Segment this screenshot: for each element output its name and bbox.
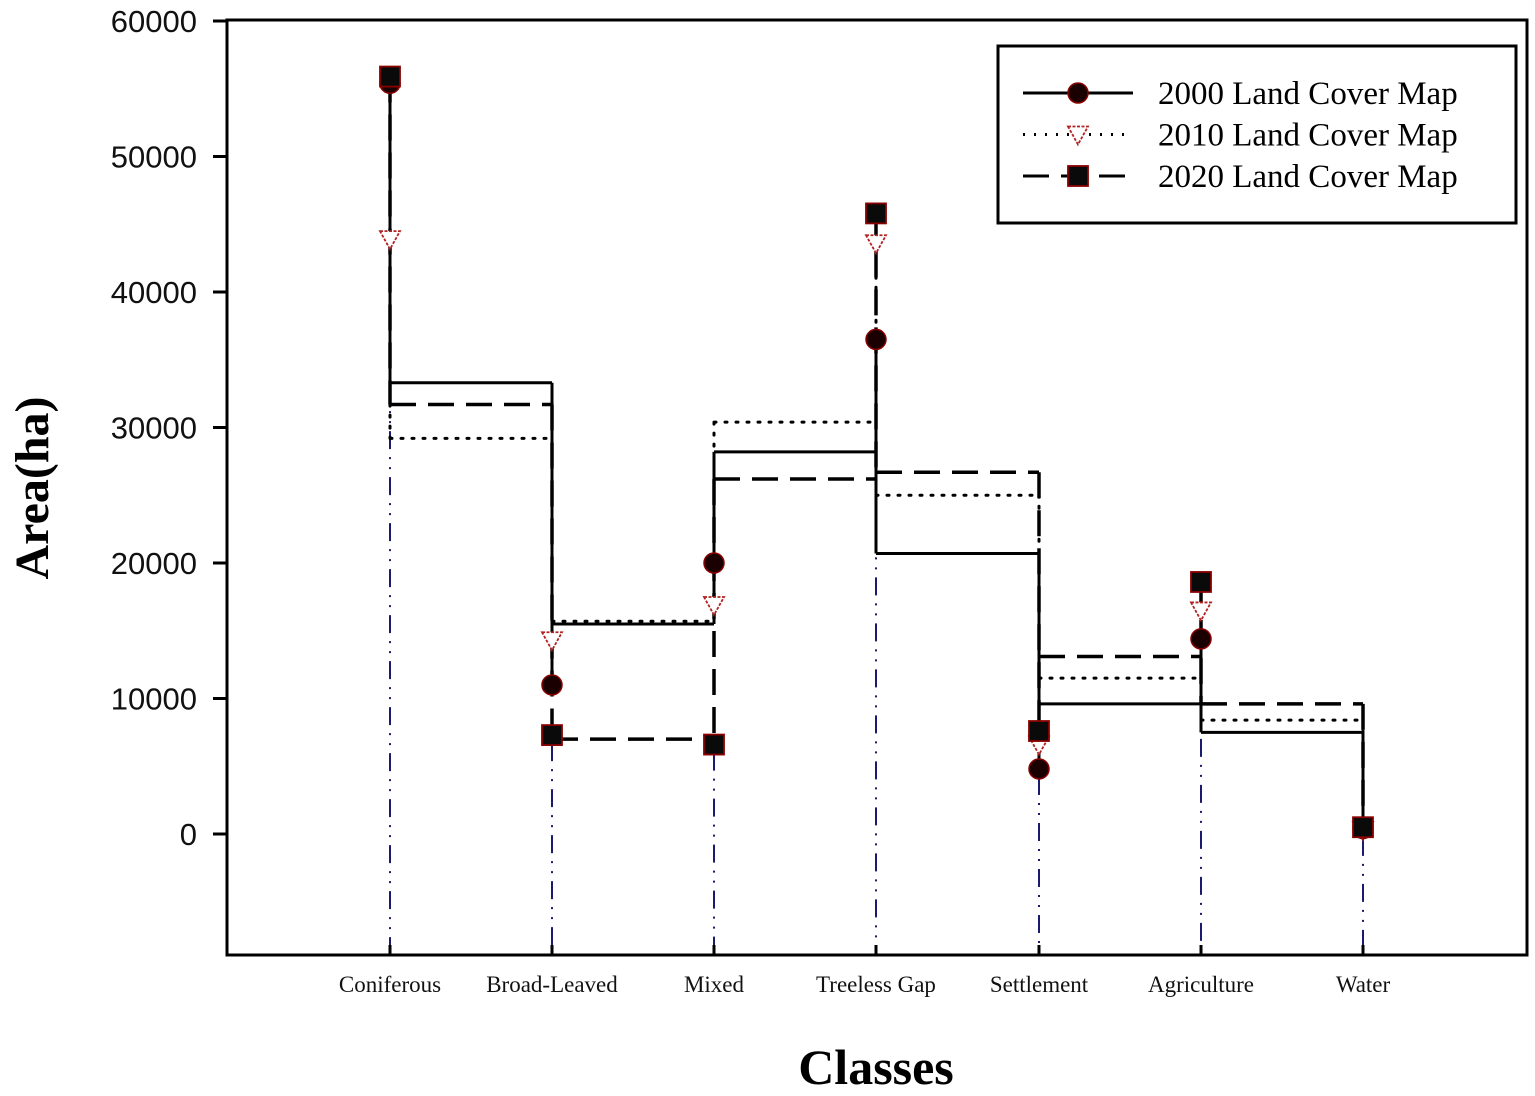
data-point-marker	[864, 234, 888, 256]
x-tick-label: Treeless Gap	[816, 972, 936, 997]
x-tick-label: Agriculture	[1148, 972, 1254, 997]
y-tick-label: 40000	[111, 275, 197, 310]
legend-marker-icon	[1067, 165, 1089, 187]
x-axis-title: Classes	[798, 1039, 954, 1095]
y-tick-label: 30000	[111, 411, 197, 446]
legend-label: 2000 Land Cover Map	[1158, 76, 1458, 112]
data-point-marker	[379, 65, 401, 88]
data-point-marker	[378, 230, 402, 252]
data-point-marker	[1190, 628, 1212, 650]
data-point-marker	[865, 202, 887, 225]
x-tick-label: Broad-Leaved	[486, 972, 618, 997]
legend-marker-icon	[1067, 82, 1089, 104]
data-point-marker	[541, 674, 563, 696]
data-point-marker	[1352, 816, 1374, 839]
y-tick-label: 10000	[111, 682, 197, 717]
y-tick-label: 50000	[111, 140, 197, 175]
x-tick-label: Coniferous	[339, 972, 441, 997]
legend-label: 2010 Land Cover Map	[1158, 118, 1458, 154]
data-point-marker	[865, 328, 887, 351]
data-point-marker	[540, 631, 564, 653]
axes: 0 10000 20000 30000 40000 50000 60000 Coniferou…	[111, 4, 1529, 997]
x-tick-label: Settlement	[990, 972, 1089, 997]
y-tick-label: 0	[180, 817, 197, 852]
y-tick-label: 60000	[111, 4, 197, 39]
data-point-marker	[1189, 601, 1213, 623]
data-point-marker	[1028, 758, 1050, 780]
plot-area	[378, 65, 1375, 955]
x-tick-label: Mixed	[684, 972, 745, 997]
data-point-marker	[703, 733, 725, 756]
y-tick-label: 20000	[111, 546, 197, 581]
legend-marker-icon	[1066, 125, 1090, 147]
data-point-marker	[702, 596, 726, 617]
data-point-marker	[1190, 571, 1212, 593]
data-point-marker	[1028, 720, 1050, 742]
legend-label: 2020 Land Cover Map	[1158, 159, 1458, 195]
data-point-marker	[703, 552, 725, 574]
legend: 2000 Land Cover Map 2010 Land Cover Map 20…	[996, 44, 1518, 225]
x-tick-label: Water	[1336, 972, 1391, 997]
y-axis-title: Area(ha)	[6, 396, 59, 579]
data-point-marker	[541, 724, 563, 746]
